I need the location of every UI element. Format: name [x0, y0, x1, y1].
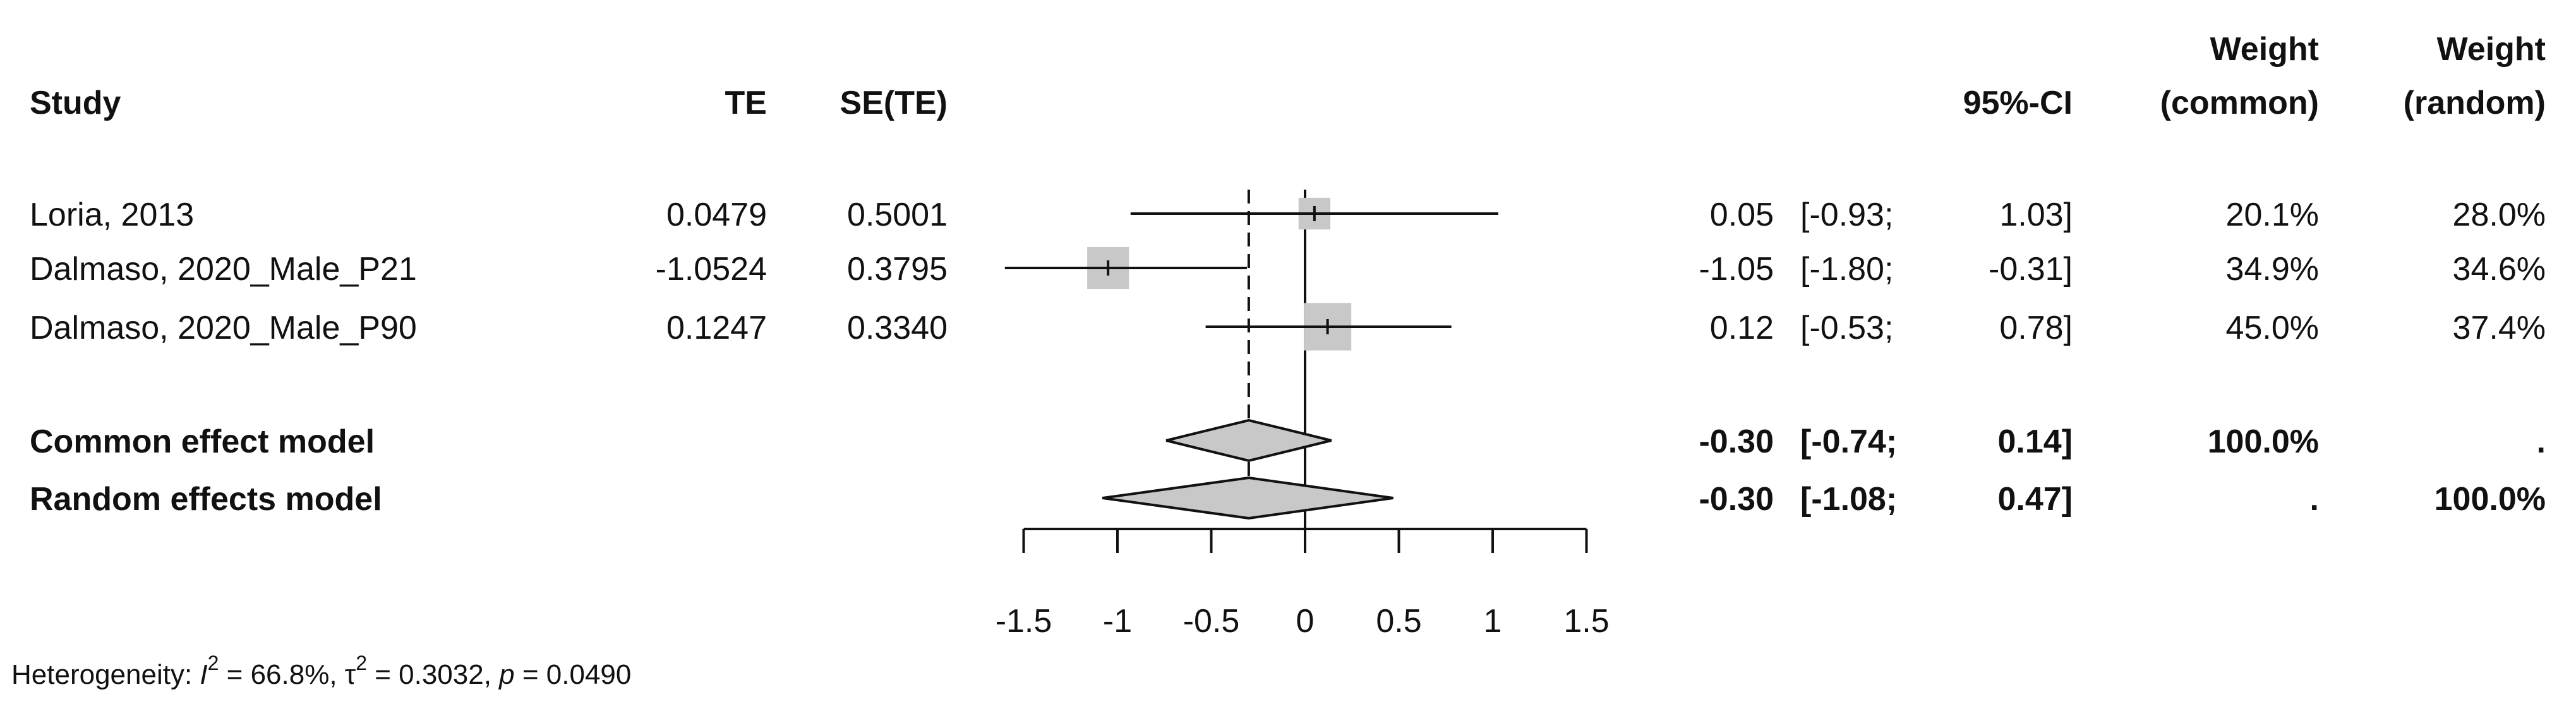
pooled-weight-common: .: [2310, 481, 2319, 518]
header-te: TE: [725, 85, 767, 121]
x-tick-label: -0.5: [1183, 603, 1240, 640]
study-ci-high: -0.31]: [1989, 251, 2073, 288]
study-te: -1.0524: [656, 251, 767, 288]
study-te: 0.0479: [666, 197, 767, 233]
study-te: 0.1247: [666, 310, 767, 346]
x-tick-label: 0: [1296, 603, 1315, 640]
study-ci-high: 1.03]: [1999, 197, 2073, 233]
pooled-row-random: Random effects model -0.30 [-1.08; 0.47]…: [30, 481, 2546, 518]
x-tick-label: 1.5: [1563, 603, 1609, 640]
header-se: SE(TE): [840, 85, 948, 121]
x-tick-label: -1.5: [996, 603, 1052, 640]
pooled-name: Random effects model: [30, 481, 382, 518]
study-weight-common: 45.0%: [2226, 310, 2319, 346]
study-estimate: -1.05: [1699, 251, 1774, 288]
pooled-weight-random: .: [2537, 423, 2546, 460]
study-row: Loria, 2013 0.0479 0.5001 0.05 [-0.93; 1…: [30, 197, 2546, 233]
study-row: Dalmaso, 2020_Male_P21 -1.0524 0.3795 -1…: [30, 251, 2546, 288]
header-weight-common-1: Weight: [2210, 31, 2319, 68]
study-se: 0.3340: [847, 310, 948, 346]
study-name: Dalmaso, 2020_Male_P21: [30, 251, 417, 288]
study-ci: [-1.80;: [1800, 251, 1893, 288]
study-estimate: 0.05: [1710, 197, 1774, 233]
study-weight-common: 34.9%: [2226, 251, 2319, 288]
study-ci: [-0.53;: [1800, 310, 1893, 346]
study-weight-random: 37.4%: [2453, 310, 2546, 346]
plot-marks: [1004, 190, 1588, 553]
study-ci: [-0.93;: [1800, 197, 1893, 233]
header-weight-common-2: (common): [2160, 85, 2319, 121]
pooled-weight-random: 100.0%: [2435, 481, 2546, 518]
pooled-estimate: -0.30: [1699, 423, 1774, 460]
study-weight-common: 20.1%: [2226, 197, 2319, 233]
x-tick-label: -1: [1103, 603, 1132, 640]
pooled-weight-common: 100.0%: [2208, 423, 2319, 460]
study-weight-random: 34.6%: [2453, 251, 2546, 288]
study-name: Dalmaso, 2020_Male_P90: [30, 310, 417, 346]
study-row: Dalmaso, 2020_Male_P90 0.1247 0.3340 0.1…: [30, 310, 2546, 346]
header-study: Study: [30, 85, 121, 121]
x-tick-labels: -1.5 -1 -0.5 0 0.5 1 1.5: [996, 603, 1610, 640]
header-weight-random-1: Weight: [2437, 31, 2546, 68]
study-name: Loria, 2013: [30, 197, 194, 233]
pooled-row-common: Common effect model -0.30 [-0.74; 0.14] …: [30, 423, 2546, 460]
pooled-ci-high: 0.14]: [1997, 423, 2073, 460]
study-se: 0.5001: [847, 197, 948, 233]
study-se: 0.3795: [847, 251, 948, 288]
heterogeneity-text: Heterogeneity: I2 = 66.8%, τ2 = 0.3032, …: [11, 652, 631, 690]
pooled-diamond: [1165, 418, 1332, 463]
pooled-ci: [-1.08;: [1800, 481, 1897, 518]
pooled-diamond: [1102, 476, 1393, 520]
pooled-estimate: -0.30: [1699, 481, 1774, 518]
header-ci: 95%-CI: [1963, 85, 2073, 121]
study-ci-high: 0.78]: [1999, 310, 2073, 346]
study-estimate: 0.12: [1710, 310, 1774, 346]
pooled-ci-high: 0.47]: [1997, 481, 2073, 518]
pooled-name: Common effect model: [30, 423, 375, 460]
header-weight-random-2: (random): [2404, 85, 2546, 121]
x-tick-label: 1: [1484, 603, 1502, 640]
x-tick-label: 0.5: [1376, 603, 1421, 640]
study-weight-random: 28.0%: [2453, 197, 2546, 233]
pooled-ci: [-0.74;: [1800, 423, 1897, 460]
